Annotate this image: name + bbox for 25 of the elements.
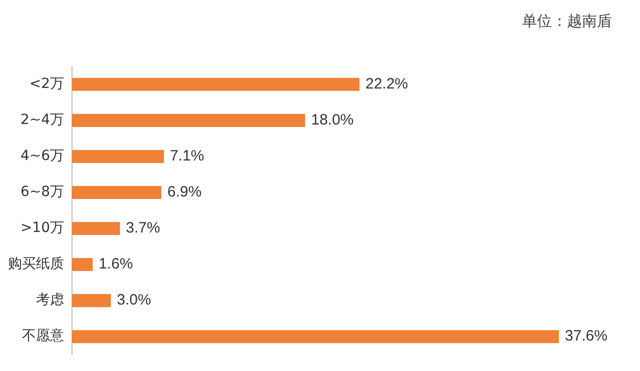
bar [72,114,306,127]
bar [72,78,360,91]
data-label: 6.9% [167,184,202,201]
data-label: 3.7% [126,220,160,237]
bar [72,186,162,199]
text: 单位：越南盾 [522,12,612,30]
y-tick-label: 考虑 [36,292,64,308]
bar [72,150,164,163]
data-label: 37.6% [564,328,608,345]
bar [72,222,120,236]
y-tick-label: 2~4万 [20,112,64,128]
data-label: 3.0% [116,292,152,309]
data-label: 18.0% [311,112,354,129]
data-label: 22.2% [365,76,408,93]
y-tick-label: 4~6万 [20,148,64,164]
bar [72,258,93,272]
data-label: 1.6% [98,256,133,273]
bar [72,294,111,308]
data-label: 7.1% [170,148,204,165]
y-tick-label: 不愿意 [22,328,64,344]
y-tick-label: <2万 [29,76,64,92]
y-tick-label: 购买纸质 [8,256,64,272]
y-tick-label: >10万 [20,220,64,236]
bar [72,330,559,344]
y-tick-label: 6~8万 [20,184,64,200]
